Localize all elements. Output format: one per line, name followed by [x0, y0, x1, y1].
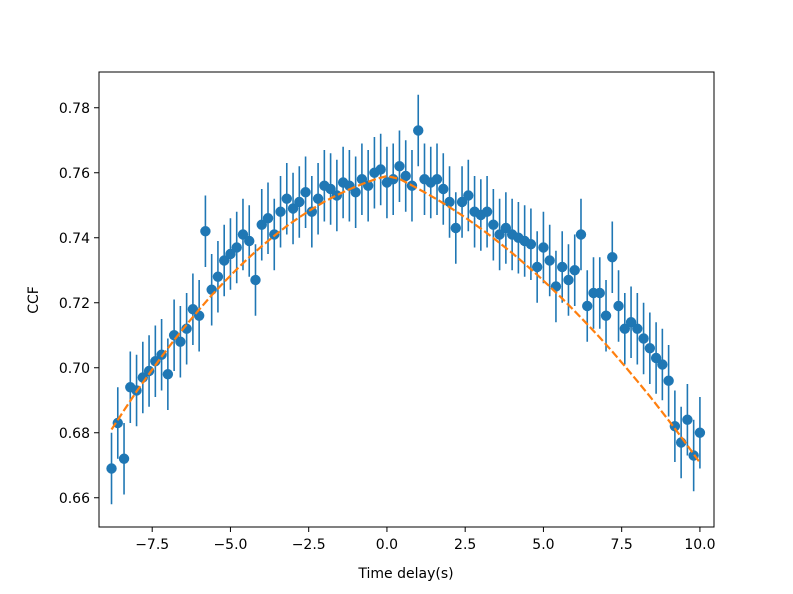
fit-line	[110, 174, 701, 464]
data-point	[456, 196, 468, 208]
data-point	[175, 336, 186, 347]
data-point	[625, 317, 637, 328]
data-point	[463, 190, 474, 201]
data-point	[281, 193, 292, 204]
data-point	[607, 252, 618, 263]
data-point	[663, 375, 674, 386]
data-point	[287, 203, 299, 214]
data-point	[494, 229, 505, 240]
data-point	[638, 333, 649, 344]
data-point	[488, 219, 499, 230]
y-axis: 0.66 0.68 0.70 0.72 0.74 0.76 0.78	[59, 101, 99, 507]
data-point	[563, 274, 574, 286]
data-point	[650, 352, 662, 364]
y-tick-label: 0.72	[59, 296, 90, 312]
data-point	[200, 226, 211, 237]
data-point	[632, 323, 643, 334]
plot-frame	[98, 71, 715, 528]
data-point	[231, 242, 242, 253]
x-tick-label: −5.0	[213, 537, 247, 553]
data-point	[682, 414, 693, 425]
data-point	[481, 206, 493, 217]
y-tick-label: 0.70	[59, 361, 90, 377]
x-tick-label: 7.5	[611, 537, 633, 553]
plot-area	[106, 94, 706, 505]
data-point	[613, 300, 624, 312]
y-tick-label: 0.68	[59, 426, 90, 442]
data-point	[237, 229, 249, 240]
data-point	[350, 187, 361, 198]
data-point	[193, 310, 205, 321]
x-axis: −7.5 −5.0 −2.5 0.0 2.5 5.0 7.5 10.0	[135, 527, 716, 553]
data-point	[325, 183, 336, 195]
data-point	[582, 300, 593, 312]
x-tick-label: 5.0	[532, 537, 554, 553]
data-point	[557, 261, 568, 273]
y-tick-label: 0.66	[59, 491, 90, 507]
data-point	[312, 193, 324, 204]
data-point	[250, 274, 261, 286]
data-point	[531, 261, 543, 273]
data-point	[569, 265, 580, 276]
data-point	[143, 365, 155, 377]
data-point	[362, 180, 374, 191]
y-tick-label: 0.76	[59, 166, 90, 182]
data-point	[106, 463, 117, 474]
data-point	[212, 271, 224, 282]
data-point	[262, 213, 274, 224]
data-point	[218, 255, 230, 266]
data-point	[575, 229, 587, 240]
data-point	[150, 356, 161, 367]
data-point	[206, 284, 217, 295]
data-point	[118, 453, 130, 464]
data-point	[356, 174, 368, 185]
data-point	[450, 222, 461, 234]
data-point	[400, 170, 411, 182]
data-point	[375, 164, 386, 175]
data-point	[500, 222, 512, 234]
data-point	[538, 242, 549, 253]
data-point	[300, 187, 311, 198]
x-tick-label: −7.5	[135, 537, 169, 553]
data-point	[544, 255, 555, 266]
x-axis-label: Time delay(s)	[357, 566, 453, 582]
data-point	[225, 248, 236, 260]
data-point	[244, 235, 255, 247]
x-tick-label: 0.0	[376, 537, 398, 553]
x-tick-label: −2.5	[292, 537, 326, 553]
data-point	[187, 304, 199, 315]
y-tick-label: 0.78	[59, 101, 90, 117]
data-point	[438, 183, 449, 195]
data-point	[331, 190, 343, 201]
data-point	[694, 427, 706, 438]
data-point	[600, 310, 612, 321]
data-point	[275, 206, 286, 217]
data-point	[294, 196, 305, 208]
data-point	[594, 287, 605, 299]
data-point	[525, 239, 537, 250]
x-tick-label: 2.5	[454, 537, 476, 553]
data-point	[657, 359, 668, 370]
x-tick-label: 10.0	[684, 537, 715, 553]
data-point	[644, 343, 656, 354]
y-tick-label: 0.74	[59, 231, 90, 247]
data-point	[256, 219, 267, 230]
data-point	[394, 161, 405, 172]
data-point	[306, 206, 318, 217]
data-point	[619, 323, 631, 334]
data-point	[431, 174, 443, 185]
y-axis-label: CCF	[26, 286, 42, 314]
data-point	[413, 125, 424, 136]
data-point	[162, 369, 174, 380]
data-point	[444, 196, 455, 208]
